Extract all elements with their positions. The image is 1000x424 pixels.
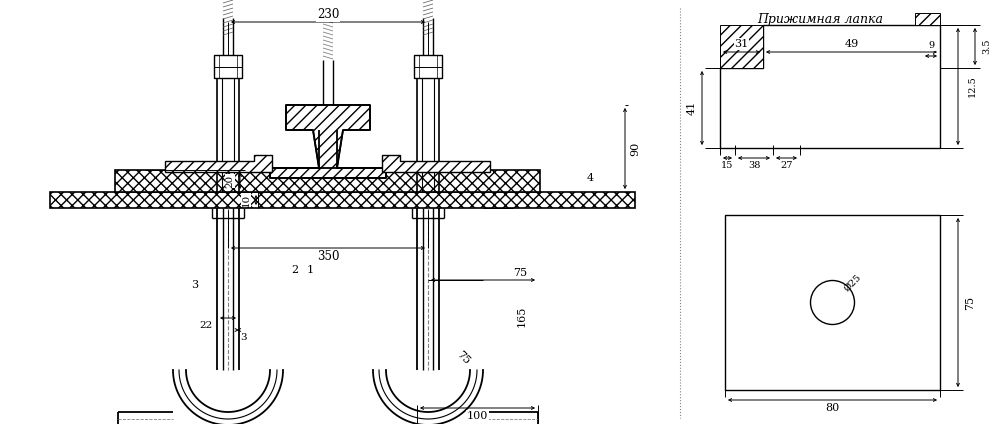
Text: 10: 10 bbox=[242, 193, 250, 206]
Text: 165: 165 bbox=[517, 306, 527, 327]
Text: 12.5: 12.5 bbox=[968, 75, 976, 98]
Polygon shape bbox=[382, 155, 490, 172]
Text: 22: 22 bbox=[199, 321, 213, 330]
Text: 49: 49 bbox=[844, 39, 859, 49]
Text: 350: 350 bbox=[317, 249, 339, 262]
Polygon shape bbox=[214, 55, 242, 78]
Text: 41: 41 bbox=[687, 101, 697, 115]
Text: 100: 100 bbox=[467, 411, 488, 421]
Polygon shape bbox=[115, 170, 540, 192]
Text: 9: 9 bbox=[928, 42, 934, 50]
Text: 3: 3 bbox=[191, 280, 199, 290]
Text: 75: 75 bbox=[965, 296, 975, 310]
Text: 3.5: 3.5 bbox=[982, 39, 992, 54]
Text: 38: 38 bbox=[748, 161, 760, 170]
Text: 31: 31 bbox=[734, 39, 749, 49]
Text: 2: 2 bbox=[291, 265, 299, 275]
Text: 75: 75 bbox=[513, 268, 528, 278]
Text: 4: 4 bbox=[586, 173, 594, 183]
Polygon shape bbox=[165, 155, 272, 172]
Text: 75: 75 bbox=[454, 349, 472, 366]
Polygon shape bbox=[725, 215, 940, 390]
Polygon shape bbox=[414, 55, 442, 78]
Text: 20: 20 bbox=[226, 174, 234, 188]
Text: 1: 1 bbox=[306, 265, 314, 275]
Text: 27: 27 bbox=[780, 161, 793, 170]
Text: Прижимная лапка: Прижимная лапка bbox=[757, 14, 883, 26]
Polygon shape bbox=[50, 192, 635, 208]
Text: 90: 90 bbox=[630, 141, 640, 156]
Text: Ø25: Ø25 bbox=[842, 272, 863, 293]
Polygon shape bbox=[270, 105, 386, 178]
Polygon shape bbox=[720, 25, 940, 148]
Text: 3: 3 bbox=[241, 334, 247, 343]
Polygon shape bbox=[720, 25, 763, 68]
Text: 80: 80 bbox=[825, 403, 840, 413]
Text: 230: 230 bbox=[317, 8, 339, 22]
Polygon shape bbox=[915, 13, 940, 25]
Text: 15: 15 bbox=[721, 161, 734, 170]
